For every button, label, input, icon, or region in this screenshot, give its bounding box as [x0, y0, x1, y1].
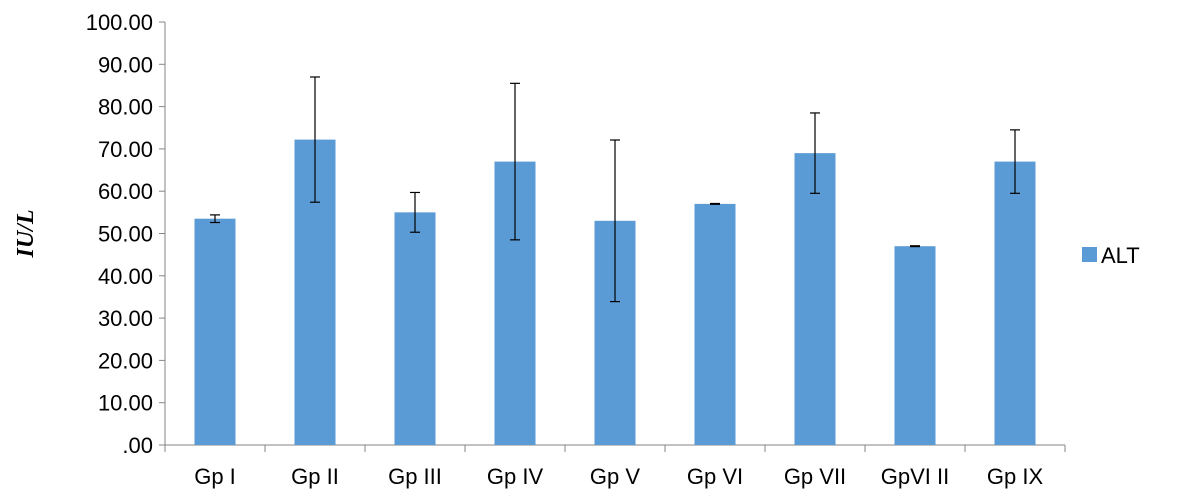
x-tick-label: Gp V: [590, 464, 640, 489]
error-bar: [410, 191, 420, 233]
x-tick-label: Gp II: [291, 464, 339, 489]
y-tick-label: 20.00: [98, 348, 153, 373]
y-tick-label: 60.00: [98, 179, 153, 204]
x-tick-label: Gp III: [388, 464, 442, 489]
error-bar: [310, 76, 320, 203]
error-bar: [610, 139, 620, 303]
error-bar: [810, 112, 820, 194]
y-tick-label: 90.00: [98, 52, 153, 77]
x-tick-label: Gp VII: [784, 464, 846, 489]
y-ticks: .00 10.00 20.00 30.00 40.00 50.00 60.00 70.00 80…: [86, 10, 165, 458]
error-bar: [210, 214, 220, 224]
error-bar: [1010, 129, 1020, 194]
legend-swatch: [1082, 247, 1097, 262]
y-tick-label: 100.00: [86, 10, 153, 35]
bar-gp-vi: [694, 203, 736, 445]
bar-gp-ix: [994, 161, 1036, 445]
y-tick-label: 70.00: [98, 137, 153, 162]
bar-gp-vii: [794, 153, 836, 445]
y-tick-label: .00: [122, 433, 153, 458]
y-tick-label: 50.00: [98, 222, 153, 247]
y-axis-title: IU/L: [13, 210, 39, 259]
x-tick-label: Gp I: [194, 464, 236, 489]
y-tick-label: 40.00: [98, 264, 153, 289]
bars: [194, 139, 1036, 445]
y-tick-label: 80.00: [98, 95, 153, 120]
bar-gp-iii: [394, 212, 436, 445]
error-bar: [910, 245, 920, 248]
bar-gpvi-ii: [894, 246, 936, 445]
legend-label-alt: ALT: [1101, 243, 1140, 268]
x-tick-label: Gp IX: [987, 464, 1044, 489]
x-tick-label: Gp IV: [487, 464, 544, 489]
error-bars: [210, 76, 1020, 303]
bar-gp-i: [194, 218, 236, 445]
y-tick-label: 10.00: [98, 391, 153, 416]
x-tick-label: Gp VI: [687, 464, 743, 489]
x-ticks: Gp I Gp II Gp III Gp IV Gp V Gp VI Gp VII GpVI …: [164, 445, 1066, 489]
error-bar: [510, 82, 520, 241]
error-bar: [710, 202, 720, 205]
x-tick-label: GpVI II: [881, 464, 949, 489]
legend: ALT: [1082, 243, 1140, 268]
y-tick-label: 30.00: [98, 306, 153, 331]
